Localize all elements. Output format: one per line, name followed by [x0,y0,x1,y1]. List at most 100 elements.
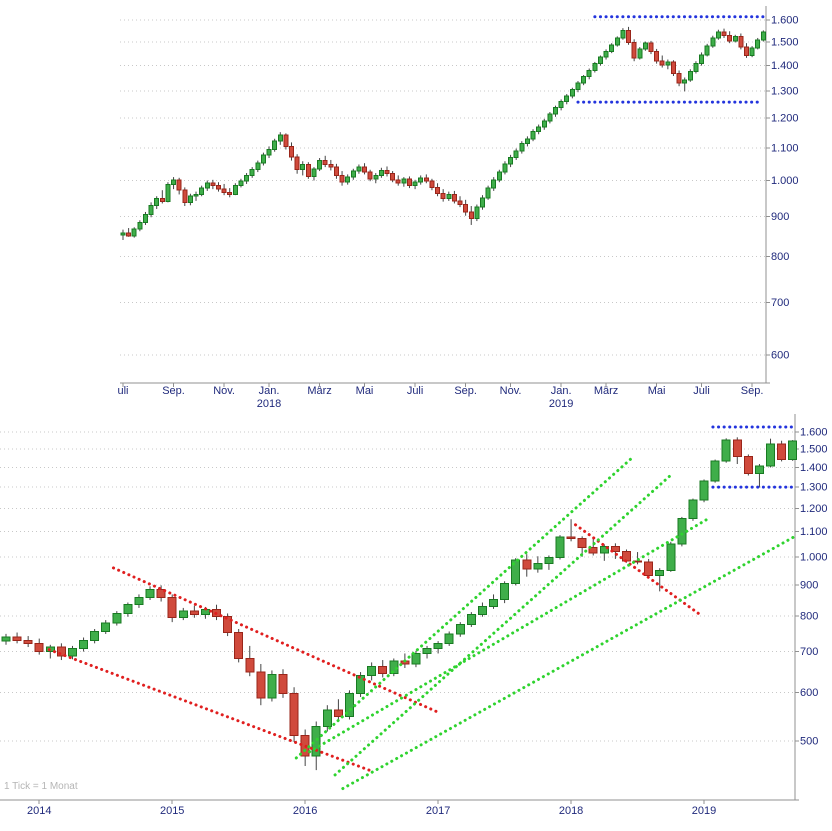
candle-up [544,555,554,570]
x-axis-label: Nov. [500,385,522,397]
candle-up [238,178,244,188]
candle-up [272,138,278,152]
y-axis-label: 1.000 [771,175,799,187]
candle-up [760,30,766,42]
candle-up [500,581,510,604]
candle-up [137,220,143,232]
candle-down [721,28,727,38]
y-axis-label: 1.300 [800,482,828,494]
candle-down [429,178,435,191]
x-axis-label: Jan. [551,385,572,397]
candle-down [23,636,33,648]
candle-up [788,440,798,461]
candle-up [533,556,543,573]
y-axis-label: 600 [800,687,818,699]
candle-up [187,193,193,206]
y-axis-label: 1.500 [800,444,828,456]
candle-up [586,68,592,80]
candle-down [328,159,334,171]
y-axis-label: 700 [771,297,789,309]
candle-down [384,166,390,177]
x-axis-label: 2018 [559,805,583,817]
candle-down [738,33,744,50]
uptrend-shallow-upper-line [308,517,710,754]
candle-up [154,196,160,209]
candle-up [489,594,499,609]
uptrend-steep-upper-line [294,454,636,760]
candle-up [145,586,155,600]
candle-down [566,519,576,542]
candle-up [244,173,250,184]
candle-up [710,35,716,48]
candle-up [204,180,210,191]
candle-down [522,554,532,577]
candle-up [655,568,665,592]
x-axis-label: 2016 [293,805,317,817]
candle-up [378,167,384,178]
candle-up [474,204,480,222]
y-axis-label: 800 [800,611,818,623]
candle-down [221,183,227,196]
candle-up [637,47,643,60]
tick-note: 1 Tick = 1 Monat [4,781,78,792]
candle-down [406,176,412,189]
y-axis-label: 600 [771,349,789,361]
candle-up [418,175,424,185]
candle-up [411,650,421,668]
candle-up [356,672,366,697]
candle-up [131,227,137,238]
y-axis-label: 1.000 [800,551,828,563]
downtrend-channel-upper [111,566,440,714]
candle-down [463,199,469,216]
candle-up [513,148,519,160]
candle-up [193,191,199,201]
candle-up [123,602,133,617]
candle-up [569,87,575,99]
candle-down [727,31,733,44]
candle-up [732,34,738,43]
candle-up [491,177,497,191]
candle-down [227,188,233,198]
x-axis-label: Mai [648,385,666,397]
candle-down [440,189,446,202]
candle-down [126,228,132,237]
candle-down [676,70,682,87]
candle-up [755,37,761,50]
x-axis-label: Sep. [454,385,477,397]
candle-up [553,105,559,117]
y-axis-label: 1.400 [800,462,828,474]
candle-up [401,177,407,187]
candle-down [245,645,255,677]
candle-up [666,541,676,572]
candle-down [322,155,328,168]
candle-down [362,163,368,175]
x-axis-label: Sep. [741,385,764,397]
candle-up [688,498,698,521]
candle-up [599,544,609,561]
candle-up [350,168,356,180]
candle-up [311,167,317,181]
candle-down [732,437,742,465]
candle-up [446,191,452,201]
candle-up [260,152,266,166]
candle-up [373,173,379,184]
candle-up [614,36,620,47]
candle-up [609,43,615,54]
candle-up [171,177,177,190]
candle-up [120,229,126,241]
candle-up [693,61,699,74]
candle-up [455,622,465,637]
candle-down [278,669,288,698]
candle-up [524,136,530,147]
candle-up [581,74,587,86]
candle-down [610,543,620,559]
x-axis-label: 2015 [160,805,184,817]
candle-up [90,629,100,644]
y-axis-label: 1.400 [771,60,799,72]
candle-down [215,182,221,192]
candle-down [390,171,396,183]
y-axis-label: 1.100 [800,526,828,538]
y-axis-label: 500 [800,735,818,747]
x-axis-label: 2019 [692,805,716,817]
candle-up [165,182,171,203]
